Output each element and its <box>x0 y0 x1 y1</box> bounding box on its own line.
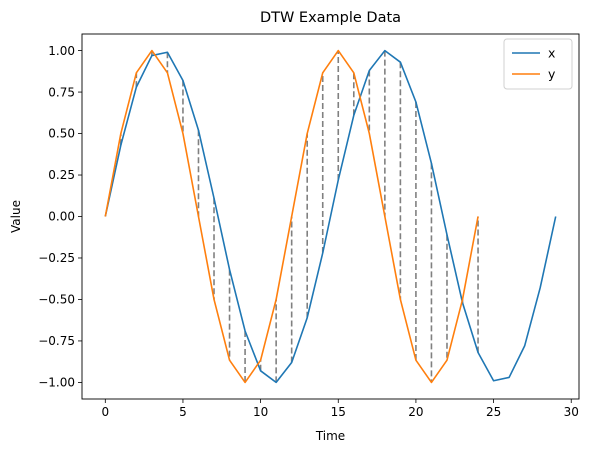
legend-box <box>503 38 573 90</box>
y-tick-label: −0.75 <box>38 334 75 348</box>
y-tick-label: 0.75 <box>48 85 75 99</box>
series-line-y <box>104 49 479 384</box>
y-tick-label: −1.00 <box>38 376 75 390</box>
y-tick-label: 0.00 <box>48 210 75 224</box>
x-tick-label: 30 <box>564 405 579 419</box>
x-tick-label: 25 <box>486 405 501 419</box>
legend-label-y: y <box>548 67 556 82</box>
y-tick-label: −0.25 <box>38 251 75 265</box>
chart-title: DTW Example Data <box>260 10 401 26</box>
y-tick-label: 1.00 <box>48 44 75 58</box>
x-tick-label: 0 <box>101 405 109 419</box>
x-tick-label: 5 <box>179 405 187 419</box>
legend: xy <box>503 38 573 90</box>
legend-label-x: x <box>548 46 555 61</box>
y-tick-label: 0.50 <box>48 127 75 141</box>
x-axis-label: Time <box>315 429 345 443</box>
series-lines <box>104 49 557 384</box>
x-axis: 0 5 10 15 20 25 30 <box>101 399 579 419</box>
series-line-x <box>104 49 557 384</box>
y-tick-label: −0.50 <box>38 293 75 307</box>
y-axis-label: Value <box>9 200 23 233</box>
x-tick-label: 15 <box>331 405 346 419</box>
y-axis: 1.00 0.75 0.50 0.25 0.00 −0.25 −0.50 −0.75 −1.00 <box>38 44 82 390</box>
y-tick-label: 0.25 <box>48 168 75 182</box>
x-tick-label: 20 <box>408 405 423 419</box>
x-tick-label: 10 <box>253 405 268 419</box>
